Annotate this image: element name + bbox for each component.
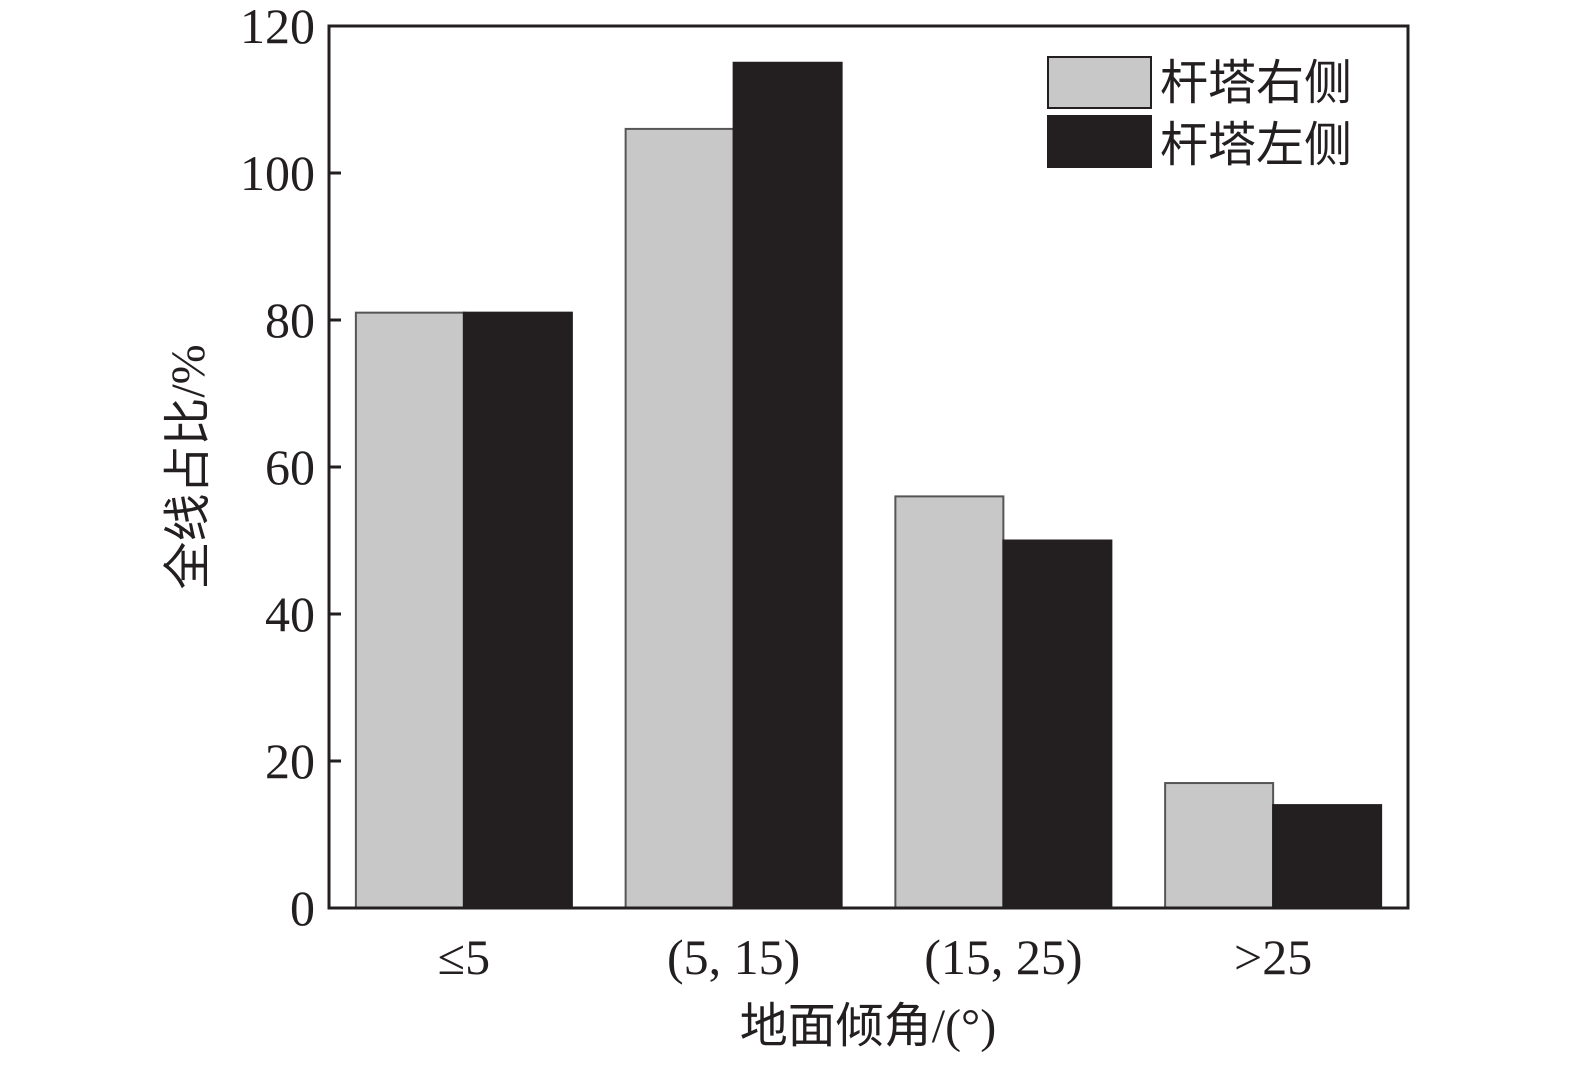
bar-right-3 — [1164, 782, 1275, 909]
y-tick-label: 100 — [240, 145, 315, 201]
y-tick-label: 0 — [290, 880, 315, 936]
y-axis-ticks: 0 20 40 60 80 100 120 — [240, 0, 341, 936]
y-tick-label: 20 — [265, 733, 315, 789]
x-tick-label: ≤5 — [438, 929, 490, 985]
x-tick-label: >25 — [1234, 929, 1312, 985]
bar-left-0 — [462, 311, 573, 909]
legend-swatch-left — [1047, 115, 1152, 168]
bar-left-2 — [1002, 539, 1113, 909]
y-axis-title: 全线占比/% — [162, 344, 215, 589]
legend-label-right: 杆塔右侧 — [1160, 57, 1352, 110]
legend-swatch-right — [1047, 56, 1152, 109]
bar-left-3 — [1272, 804, 1383, 909]
y-tick-label: 80 — [265, 292, 315, 348]
x-tick-label: (5, 15) — [667, 929, 800, 985]
bar-right-2 — [894, 495, 1005, 909]
x-axis-title: 地面倾角/(°) — [740, 1000, 997, 1053]
y-tick-label: 120 — [240, 0, 315, 54]
bar-right-0 — [354, 311, 465, 909]
legend-label-left: 杆塔左侧 — [1160, 119, 1352, 172]
bars-group — [354, 61, 1383, 909]
bar-right-1 — [624, 127, 735, 909]
y-tick-label: 40 — [265, 586, 315, 642]
bar-left-1 — [732, 61, 843, 909]
legend: 杆塔右侧 杆塔左侧 — [1047, 56, 1352, 172]
x-tick-label: (15, 25) — [924, 929, 1082, 985]
x-axis-ticks: ≤5 (5, 15) (15, 25) >25 — [438, 929, 1313, 985]
y-tick-label: 60 — [265, 439, 315, 495]
